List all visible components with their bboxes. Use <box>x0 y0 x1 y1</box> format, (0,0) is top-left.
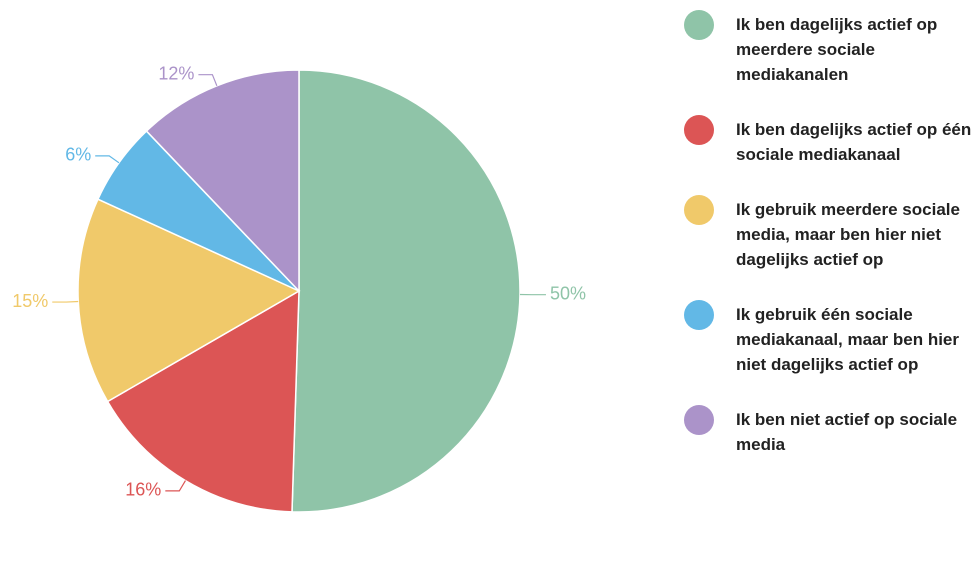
leader-line <box>52 300 79 303</box>
legend: Ik ben dagelijks actief op meerdere soci… <box>684 10 974 487</box>
legend-item: Ik ben dagelijks actief op één sociale m… <box>684 115 974 167</box>
legend-label: Ik ben dagelijks actief op meerdere soci… <box>736 15 938 84</box>
pie-area: 50% 16% 15% 6% 12% <box>12 63 586 513</box>
legend-label: Ik ben dagelijks actief op één sociale m… <box>736 120 972 164</box>
leader-line <box>198 74 218 87</box>
data-label: 16% <box>125 480 161 500</box>
legend-marker <box>684 405 714 435</box>
legend-label: Ik gebruik meerdere sociale media, maar … <box>736 200 960 269</box>
pie-slice <box>77 198 301 403</box>
legend-marker <box>684 10 714 40</box>
pie-slice <box>145 69 300 293</box>
legend-label: Ik gebruik één sociale mediakanaal, maar… <box>736 305 959 374</box>
data-label: 6% <box>65 145 91 165</box>
legend-marker <box>684 300 714 330</box>
leader-line <box>165 480 186 492</box>
legend-marker <box>684 195 714 225</box>
pie-slice <box>106 289 300 513</box>
legend-item: Ik ben dagelijks actief op meerdere soci… <box>684 10 974 87</box>
data-label: 50% <box>550 283 586 303</box>
legend-item: Ik ben niet actief op sociale media <box>684 405 974 457</box>
legend-label: Ik ben niet actief op sociale media <box>736 410 958 454</box>
leader-line <box>95 155 120 164</box>
pie-slice <box>291 69 521 513</box>
legend-item: Ik gebruik één sociale mediakanaal, maar… <box>684 300 974 377</box>
legend-marker <box>684 115 714 145</box>
data-label: 15% <box>12 291 48 311</box>
data-label: 12% <box>158 63 194 83</box>
legend-item: Ik gebruik meerdere sociale media, maar … <box>684 195 974 272</box>
